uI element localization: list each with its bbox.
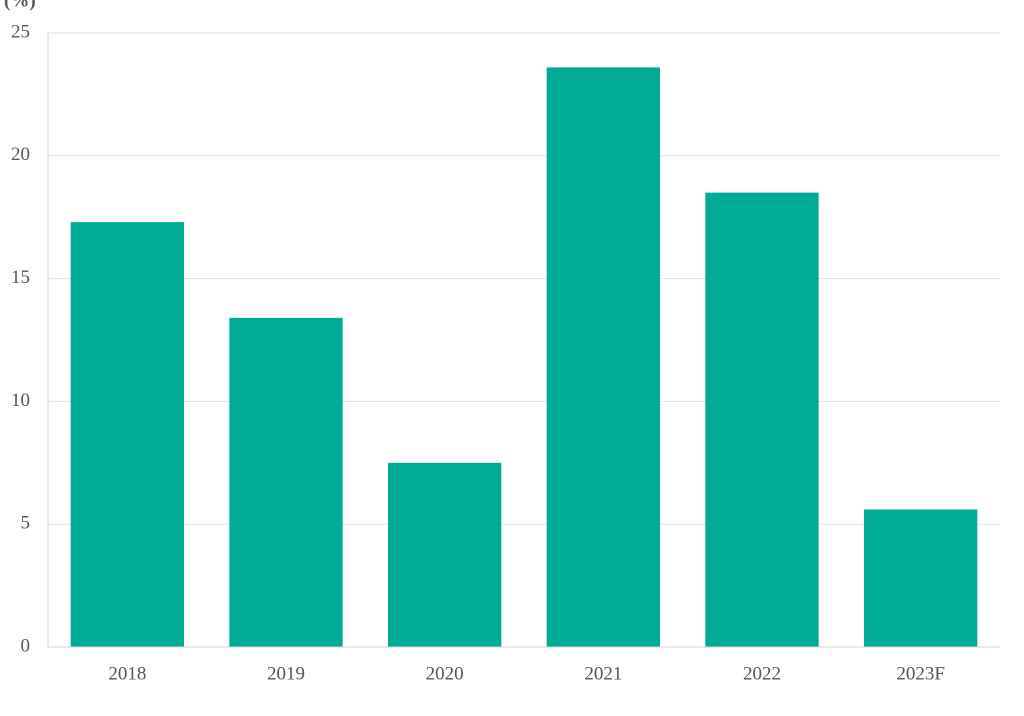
y-tick-label: 25 xyxy=(11,21,30,42)
y-tick-label: 20 xyxy=(11,144,30,165)
bar xyxy=(705,192,819,647)
bar xyxy=(546,67,660,647)
x-tick-label: 2023F xyxy=(896,663,945,684)
y-tick-label: 15 xyxy=(11,267,30,288)
x-tick-label: 2020 xyxy=(426,663,464,684)
x-tick-label: 2021 xyxy=(584,663,622,684)
y-axis-label: (%) xyxy=(4,0,36,11)
y-tick-label: 5 xyxy=(21,513,31,534)
x-tick-label: 2019 xyxy=(267,663,305,684)
bar xyxy=(388,462,502,647)
x-tick-label: 2018 xyxy=(108,663,146,684)
x-tick-label: 2022 xyxy=(743,663,781,684)
y-tick-label: 10 xyxy=(11,390,30,411)
bar xyxy=(70,222,184,647)
bar xyxy=(864,509,978,647)
y-tick-label: 0 xyxy=(21,635,31,656)
bar xyxy=(229,317,343,647)
